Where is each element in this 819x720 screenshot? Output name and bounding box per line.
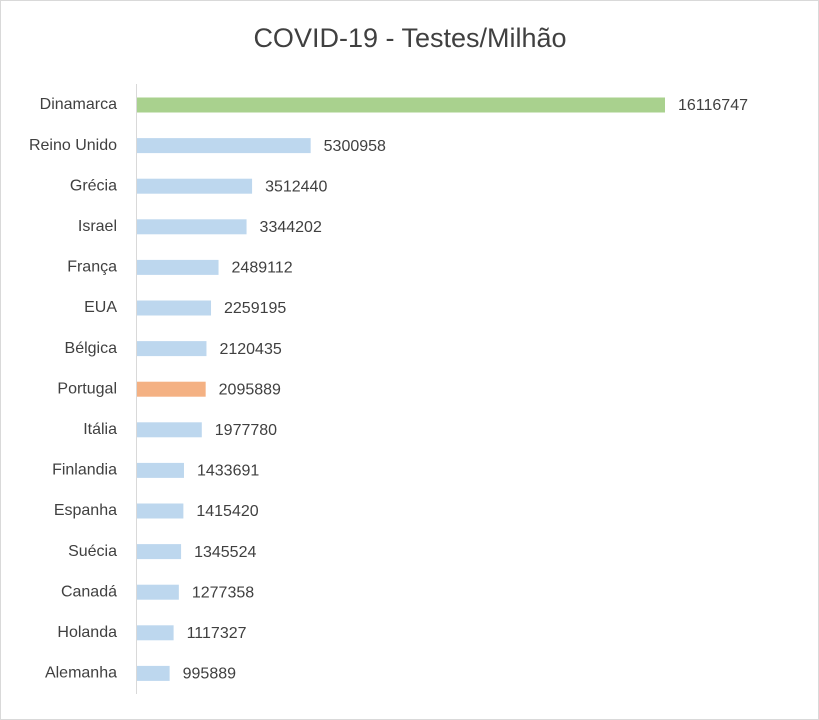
bar [137, 462, 184, 478]
y-tick-label: Itália [83, 421, 117, 438]
bar [137, 97, 665, 113]
y-tick-label: Reino Unido [29, 137, 117, 154]
y-tick-label: Portugal [57, 380, 117, 397]
bar [137, 544, 182, 560]
y-tick-label: Israel [78, 218, 117, 235]
chart-title: COVID-19 - Testes/Milhão [253, 23, 566, 53]
data-label: 3344202 [260, 219, 322, 236]
data-label: 1277358 [192, 584, 254, 601]
bar [137, 178, 253, 194]
bar [137, 584, 179, 600]
y-tick-label: Canadá [61, 583, 117, 600]
bar [137, 625, 174, 641]
data-label: 16116747 [678, 97, 748, 114]
bar [137, 503, 184, 519]
data-label: 1345524 [194, 544, 256, 561]
y-tick-label: Suécia [68, 543, 117, 560]
data-label: 2489112 [232, 260, 293, 277]
bar [137, 665, 170, 681]
bar [137, 219, 247, 235]
data-label: 995889 [183, 666, 236, 683]
bar [137, 381, 206, 397]
bar [137, 259, 219, 275]
data-label: 1117327 [187, 625, 247, 642]
data-label: 2120435 [219, 341, 281, 358]
y-tick-label: Grécia [70, 177, 117, 194]
bar [137, 422, 202, 438]
y-tick-label: Finlandia [52, 462, 117, 479]
data-label: 1977780 [215, 422, 277, 439]
data-label: 5300958 [324, 138, 386, 155]
data-label: 2259195 [224, 300, 286, 317]
bar [137, 300, 212, 316]
data-label: 2095889 [219, 381, 281, 398]
y-tick-label: Espanha [54, 502, 117, 519]
y-tick-label: Bélgica [65, 340, 118, 357]
bar [137, 341, 207, 357]
data-label: 3512440 [265, 178, 327, 195]
y-tick-label: EUA [84, 299, 117, 316]
y-tick-label: Alemanha [45, 665, 117, 682]
y-tick-label: Dinamarca [40, 96, 117, 113]
data-label: 1433691 [197, 463, 259, 480]
bar [137, 138, 311, 154]
y-tick-label: Holanda [57, 624, 117, 641]
y-tick-label: França [67, 259, 117, 276]
data-label: 1415420 [196, 503, 258, 520]
